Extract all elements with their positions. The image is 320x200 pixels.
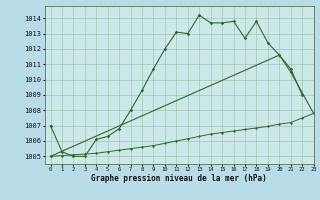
X-axis label: Graphe pression niveau de la mer (hPa): Graphe pression niveau de la mer (hPa) [91,174,267,183]
